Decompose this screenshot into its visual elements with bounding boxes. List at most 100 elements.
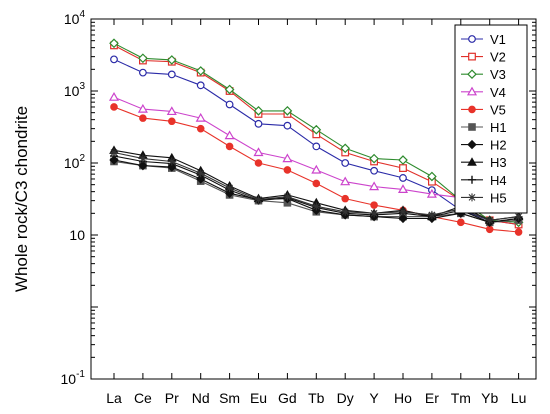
data-point-V5 [457, 218, 465, 227]
legend-marker [467, 157, 477, 166]
data-point-V4 [253, 147, 264, 157]
data-point-V1 [312, 142, 321, 151]
legend-label: H1 [490, 120, 507, 135]
data-point-V3 [369, 153, 379, 164]
data-point-V4 [369, 181, 380, 191]
x-tick-label: Eu [250, 390, 267, 406]
legend-label: V1 [490, 32, 506, 47]
legend-item-H2: H2 [461, 138, 507, 153]
data-point-V3 [427, 171, 437, 182]
data-point-H5 [110, 148, 118, 157]
data-point-V4 [340, 176, 351, 186]
data-point-V4 [224, 130, 235, 140]
data-point-V5 [168, 117, 176, 126]
y-tick-label: 103 [64, 81, 86, 99]
data-point-V3 [195, 66, 206, 76]
data-point-V1 [110, 55, 118, 64]
x-tick-label: Lu [511, 390, 527, 406]
data-point-V5 [283, 166, 292, 174]
data-point-H5 [427, 210, 436, 219]
data-point-V1 [225, 100, 234, 109]
legend-item-V2: V2 [461, 50, 506, 65]
legend-item-H3: H3 [461, 155, 507, 170]
data-point-V1 [138, 68, 147, 77]
legend-label: H5 [490, 190, 507, 205]
x-tick-label: Tb [308, 390, 325, 406]
data-point-H5 [514, 212, 523, 221]
legend-item-V5: V5 [461, 102, 506, 117]
data-point-H5 [167, 157, 176, 166]
data-point-H5 [283, 192, 292, 201]
y-axis-label: Whole rock/C3 chondrite [12, 106, 31, 292]
data-point-V5 [341, 194, 350, 203]
y-tick-label: 10 [69, 227, 85, 243]
data-point-V4 [195, 112, 206, 122]
data-point-V5 [312, 179, 321, 188]
data-point-V4 [426, 188, 437, 198]
data-point-V3 [398, 155, 408, 165]
legend-marker [468, 52, 476, 61]
legend-marker [468, 123, 476, 131]
data-point-V5 [196, 124, 205, 133]
legend-label: H3 [490, 155, 507, 170]
data-point-H5 [138, 154, 147, 163]
legend-label: H4 [490, 173, 507, 188]
x-tick-label: Gd [278, 390, 297, 406]
legend-item-V3: V3 [461, 67, 506, 82]
data-point-H5 [225, 183, 234, 192]
legend-label: V2 [490, 50, 506, 65]
legend-item-V1: V1 [461, 32, 506, 47]
data-point-V4 [166, 106, 177, 116]
data-point-H5 [196, 169, 205, 178]
data-point-V4 [282, 153, 293, 163]
data-point-V1 [167, 70, 176, 79]
data-point-V4 [108, 91, 120, 101]
legend-item-V4: V4 [461, 85, 506, 100]
legend-label: V5 [490, 102, 506, 117]
data-point-V3 [311, 124, 322, 135]
data-point-V3 [166, 55, 177, 65]
legend-marker [468, 105, 476, 114]
legend-marker [468, 175, 476, 184]
series-V3 [109, 38, 524, 228]
data-point-V1 [370, 166, 379, 175]
data-point-V5 [514, 228, 523, 236]
legend-item-H5: H5 [461, 190, 507, 205]
data-point-H5 [399, 207, 407, 216]
data-point-V3 [138, 53, 148, 64]
data-point-V1 [196, 81, 205, 90]
data-point-V3 [340, 143, 351, 154]
legend-label: V4 [490, 85, 506, 100]
data-point-V4 [311, 164, 322, 174]
x-tick-label: Y [369, 390, 379, 406]
x-axis: La Ce Pr Nd Sm Eu Gd Tb Dy Y Ho Er Tm Yb Lu [106, 19, 526, 406]
data-point-V5 [139, 114, 147, 122]
x-tick-label: Sm [219, 390, 240, 406]
data-point-V3 [224, 84, 235, 95]
legend-marker [467, 139, 477, 150]
data-point-V5 [254, 159, 263, 167]
data-point-V3 [109, 38, 119, 49]
x-tick-label: Yb [481, 390, 498, 406]
legend-label: H2 [490, 138, 507, 153]
y-tick-label: 10-1 [61, 369, 86, 387]
data-point-V5 [225, 142, 234, 151]
x-tick-label: Er [425, 390, 439, 406]
data-point-V5 [370, 201, 378, 209]
data-point-H5 [312, 202, 321, 211]
legend-item-H1: H1 [461, 120, 507, 135]
data-point-H5 [370, 209, 379, 218]
data-point-V3 [253, 106, 264, 116]
data-point-H5 [341, 207, 350, 216]
x-tick-label: Ho [394, 390, 412, 406]
x-tick-label: La [106, 390, 122, 406]
x-tick-label: Nd [192, 390, 210, 406]
legend-marker [467, 69, 477, 80]
data-point-V1 [254, 119, 263, 128]
data-point-H2 [138, 160, 148, 171]
y-axis: 10-1 10 102 103 104 [61, 9, 536, 387]
legend-item-H4: H4 [461, 173, 507, 188]
data-point-H2 [398, 213, 408, 224]
data-point-V2 [399, 164, 407, 172]
